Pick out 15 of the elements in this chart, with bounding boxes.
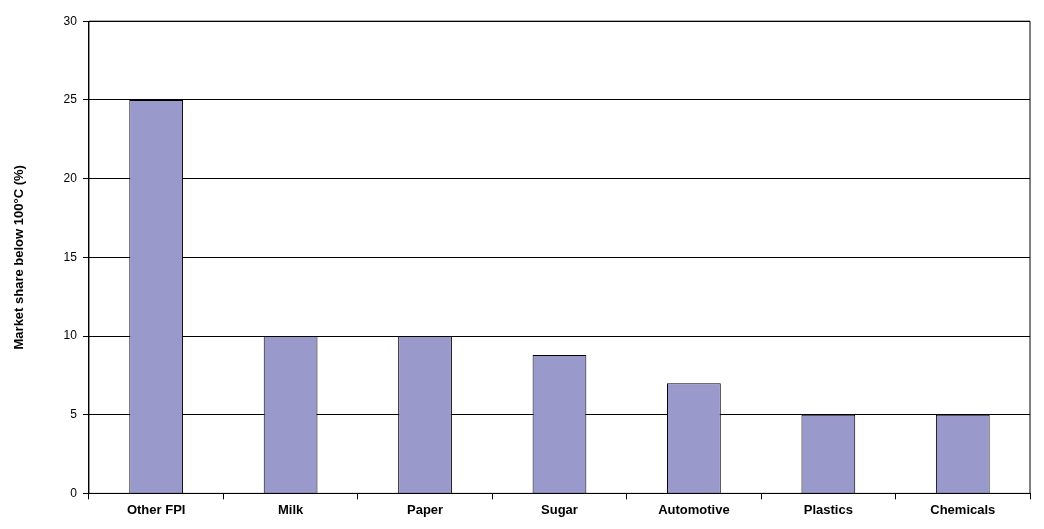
- x-tick-label: Milk: [277, 501, 305, 517]
- x-tick-label: Paper: [406, 501, 444, 517]
- x-tick-label: Chemicals: [930, 501, 996, 517]
- y-tick-label: 5: [70, 407, 78, 422]
- y-axis-title: Market share below 100°C (%): [11, 165, 27, 350]
- x-tick-label: Other FPI: [126, 501, 186, 517]
- y-tick-label: 10: [63, 328, 78, 343]
- y-tick-label: 30: [63, 13, 78, 28]
- x-tick-label: Sugar: [541, 501, 578, 517]
- x-tick-label: Automotive: [658, 501, 730, 517]
- y-tick-label: 0: [70, 485, 78, 500]
- y-tick-label: 25: [63, 92, 78, 107]
- y-tick-label: 15: [63, 249, 78, 264]
- y-tick-label: 20: [63, 170, 78, 185]
- x-tick-label: Plastics: [803, 501, 853, 517]
